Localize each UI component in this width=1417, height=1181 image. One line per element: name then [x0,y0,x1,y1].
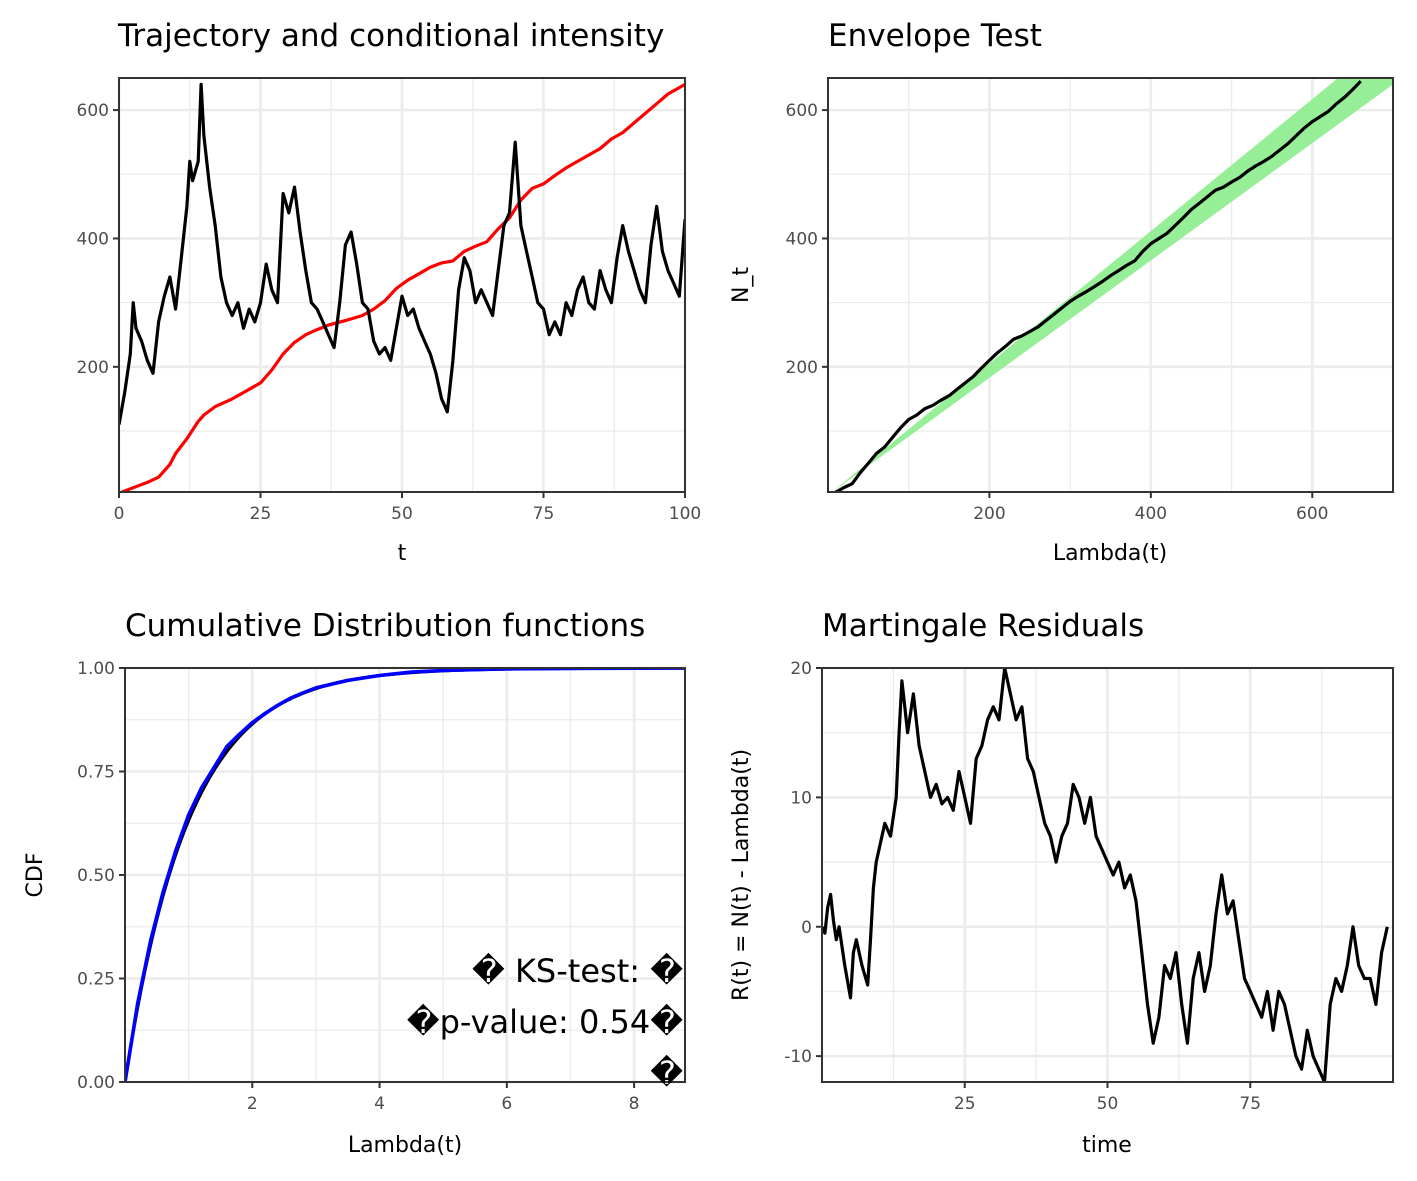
x-tick-label: 400 [1135,504,1167,524]
plot-frame [827,77,1394,493]
x-tick-label: 25 [250,504,272,524]
plot-area [831,78,1393,492]
y-tick-label: 0.25 [77,970,115,990]
y-tick-label: 0.75 [77,763,115,783]
x-tick-label: 8 [629,1094,640,1114]
y-tick-label: 400 [786,229,818,249]
ks-test-annotation: �p-value: 0.54� [407,1003,683,1041]
y-tick-label: 10 [790,788,812,808]
x-tick-label: 25 [954,1094,976,1114]
y-tick-label: 0.50 [77,866,115,886]
y-tick-label: 1.00 [77,659,115,679]
y-tick-label: 0.00 [77,1073,115,1093]
y-tick-label: 600 [77,101,109,121]
x-axis-label: time [1082,1133,1132,1158]
series-line [125,668,685,1082]
y-tick-label: 0 [801,918,812,938]
panel-trajectory: Trajectory and conditional intensity t 0… [77,18,702,566]
x-axis-label: Lambda(t) [1053,541,1167,566]
x-tick-label: 50 [1097,1094,1119,1114]
ks-test-annotation: � KS-test: � [472,952,683,990]
panel-title: Cumulative Distribution functions [125,608,645,644]
panel-title: Martingale Residuals [822,608,1144,644]
x-tick-label: 2 [247,1094,258,1114]
y-axis-label: CDF [23,853,48,898]
x-tick-label: 6 [501,1094,512,1114]
plot-area [119,82,685,492]
x-tick-label: 50 [391,504,413,524]
y-tick-label: 600 [786,101,818,121]
x-axis-label: Lambda(t) [348,1133,462,1158]
y-axis-label: N_t [729,267,754,303]
y-tick-label: 200 [77,358,109,378]
y-tick-label: 400 [77,229,109,249]
panel-title: Trajectory and conditional intensity [117,18,664,54]
x-tick-label: 75 [533,504,555,524]
x-tick-label: 0 [114,504,125,524]
x-tick-label: 100 [669,504,701,524]
x-tick-label: 4 [374,1094,385,1114]
series-line [119,82,685,425]
x-tick-label: 200 [973,504,1005,524]
y-tick-label: 20 [790,659,812,679]
series-line [119,83,685,492]
x-tick-label: 75 [1239,1094,1261,1114]
series-line [831,80,1362,492]
panel-martingale-residuals: Martingale Residuals time R(t) = N(t) - … [729,608,1394,1158]
envelope-band [831,78,1393,492]
y-axis-label: R(t) = N(t) - Lambda(t) [729,749,754,1001]
ks-test-annotation: � [650,1054,683,1092]
panel-cdf: Cumulative Distribution functions Lambda… [23,608,686,1158]
panel-envelope-test: Envelope Test Lambda(t) N_t 200 400 600 200… [729,18,1394,566]
gridlines [828,78,1393,492]
x-axis-label: t [398,541,407,566]
y-tick-label: -10 [784,1047,812,1067]
x-tick-label: 600 [1296,504,1328,524]
panel-title: Envelope Test [828,18,1042,54]
series-line [822,668,1389,1082]
plot-area [822,668,1389,1082]
y-tick-label: 200 [786,358,818,378]
